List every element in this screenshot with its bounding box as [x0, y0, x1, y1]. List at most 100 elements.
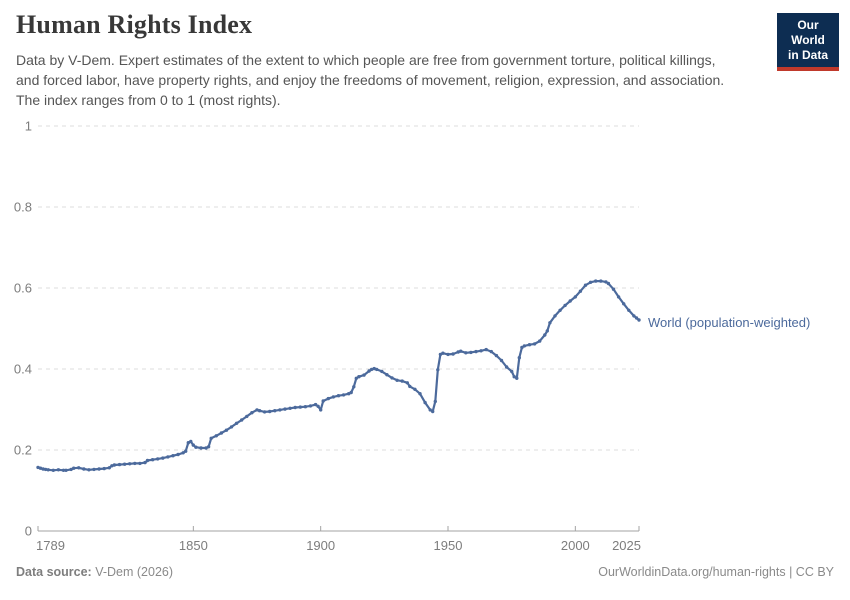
data-point	[632, 314, 636, 318]
data-point	[479, 349, 483, 353]
credit-link[interactable]: OurWorldinData.org/human-rights | CC BY	[598, 565, 834, 579]
y-axis-tick-label: 0.4	[14, 362, 32, 377]
data-point	[64, 468, 68, 472]
data-point	[616, 295, 621, 299]
data-point	[423, 400, 427, 405]
data-point	[354, 376, 358, 380]
data-point	[87, 468, 91, 472]
data-point	[97, 467, 101, 471]
data-point	[313, 402, 318, 407]
data-point	[224, 428, 229, 432]
data-point	[117, 462, 122, 467]
data-point	[262, 410, 267, 414]
data-point	[441, 351, 445, 355]
data-point	[319, 408, 323, 412]
data-point	[156, 457, 160, 461]
data-point	[433, 399, 437, 404]
data-point	[143, 460, 147, 465]
data-point	[499, 358, 504, 363]
data-point	[102, 466, 106, 471]
data-point	[336, 394, 341, 398]
data-point	[395, 378, 399, 382]
data-point	[390, 376, 394, 380]
data-point	[517, 356, 521, 360]
data-point	[428, 408, 432, 412]
data-point	[229, 425, 234, 429]
data-point	[594, 279, 598, 283]
data-point	[400, 379, 404, 383]
data-point	[107, 466, 112, 470]
data-point	[41, 467, 45, 471]
data-point	[532, 342, 537, 346]
data-point	[166, 455, 170, 459]
data-source-value: V-Dem (2026)	[91, 565, 174, 579]
data-point	[349, 390, 353, 395]
data-point	[133, 461, 137, 466]
x-axis-tick-label: 2025	[612, 538, 641, 553]
data-point	[357, 375, 361, 379]
data-point	[283, 407, 287, 411]
data-point	[522, 344, 527, 348]
data-point	[362, 373, 366, 377]
x-axis-tick-label: 1850	[179, 538, 208, 553]
data-point	[138, 461, 142, 466]
data-point	[316, 404, 320, 408]
y-axis-tick-label: 0	[25, 524, 32, 539]
data-point	[82, 467, 86, 471]
data-point	[122, 462, 127, 466]
data-point	[431, 409, 435, 414]
data-point	[199, 446, 203, 450]
data-point	[112, 463, 117, 467]
data-point	[56, 468, 61, 472]
data-point	[308, 404, 313, 408]
data-point	[418, 392, 422, 396]
data-point	[145, 458, 150, 463]
chart-subtitle: Data by V-Dem. Expert estimates of the e…	[16, 52, 725, 109]
data-point	[520, 345, 524, 350]
data-point	[194, 445, 198, 449]
logo-line-1: Our World	[791, 18, 825, 47]
data-point	[405, 381, 409, 385]
data-point	[189, 439, 193, 444]
data-point	[255, 408, 259, 412]
data-point	[494, 353, 499, 358]
data-point	[250, 411, 254, 415]
data-point	[161, 456, 165, 460]
data-point	[464, 351, 468, 355]
chart-footer: Data source: V-Dem (2026) OurWorldinData…	[16, 565, 834, 579]
data-point	[548, 321, 552, 325]
data-point	[583, 283, 588, 287]
y-axis-tick-label: 1	[25, 119, 32, 134]
data-point	[298, 405, 302, 409]
data-point	[459, 349, 463, 353]
data-point	[627, 308, 631, 312]
data-point	[331, 395, 336, 399]
data-point	[599, 279, 603, 283]
x-axis-tick-label: 1900	[306, 538, 335, 553]
data-point	[578, 289, 583, 293]
data-point	[46, 468, 50, 472]
data-point	[637, 318, 641, 322]
x-axis-tick-label: 1950	[434, 538, 463, 553]
data-point	[206, 445, 211, 449]
data-point	[504, 365, 509, 369]
data-point	[51, 468, 55, 472]
data-point	[568, 299, 572, 303]
data-point	[385, 373, 389, 377]
data-point	[510, 369, 514, 374]
y-axis-tick-label: 0.2	[14, 443, 32, 458]
data-point	[321, 399, 325, 403]
data-point	[38, 466, 43, 470]
data-point	[512, 375, 516, 379]
data-point	[588, 280, 593, 284]
data-point	[469, 350, 473, 355]
data-line-world	[36, 280, 641, 472]
data-point	[611, 287, 616, 291]
data-point	[352, 385, 356, 389]
data-point	[367, 369, 371, 373]
owid-logo: Our World in Data	[777, 13, 839, 71]
data-point	[214, 434, 218, 438]
data-point	[171, 454, 175, 458]
